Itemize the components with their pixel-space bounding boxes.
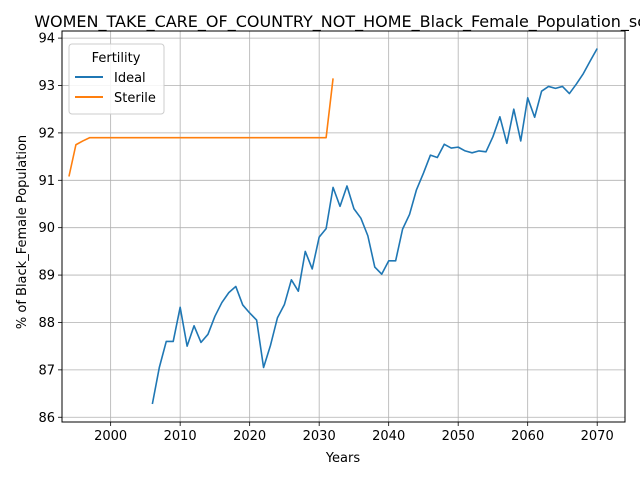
y-tick-label: 88 <box>38 316 55 331</box>
x-axis-label: Years <box>325 451 361 466</box>
y-tick-label: 94 <box>38 32 55 47</box>
x-tick-label: 2030 <box>303 429 336 444</box>
y-tick-label: 91 <box>38 174 55 189</box>
x-tick-label: 2000 <box>94 429 127 444</box>
x-tick-label: 2050 <box>442 429 475 444</box>
axis-ticks: 2000 2010 2020 2030 2040 2050 2060 2070 86 87 88 89… <box>38 32 613 444</box>
y-tick-label: 93 <box>38 79 55 94</box>
grid <box>62 31 625 422</box>
x-tick-label: 2020 <box>233 429 266 444</box>
x-tick-label: 2070 <box>581 429 614 444</box>
y-tick-label: 90 <box>38 221 55 236</box>
series-line-ideal <box>151 48 598 405</box>
legend-label-sterile: Sterile <box>114 91 156 106</box>
legend: Fertility Ideal Sterile <box>68 43 165 115</box>
legend-label-ideal: Ideal <box>114 71 146 86</box>
y-tick-label: 89 <box>38 269 55 284</box>
y-axis-label: % of Black_Female Population <box>15 135 30 329</box>
chart-title: WOMEN_TAKE_CARE_OF_COUNTRY_NOT_HOME_Blac… <box>34 12 640 32</box>
legend-title: Fertility <box>92 51 141 66</box>
y-tick-label: 87 <box>38 363 55 378</box>
series-lines <box>68 48 598 405</box>
plot-area <box>61 30 626 423</box>
x-tick-label: 2010 <box>164 429 197 444</box>
series-line-sterile <box>68 78 334 177</box>
x-tick-label: 2060 <box>511 429 544 444</box>
y-tick-label: 86 <box>38 411 55 426</box>
x-tick-label: 2040 <box>372 429 405 444</box>
y-tick-label: 92 <box>38 126 55 141</box>
